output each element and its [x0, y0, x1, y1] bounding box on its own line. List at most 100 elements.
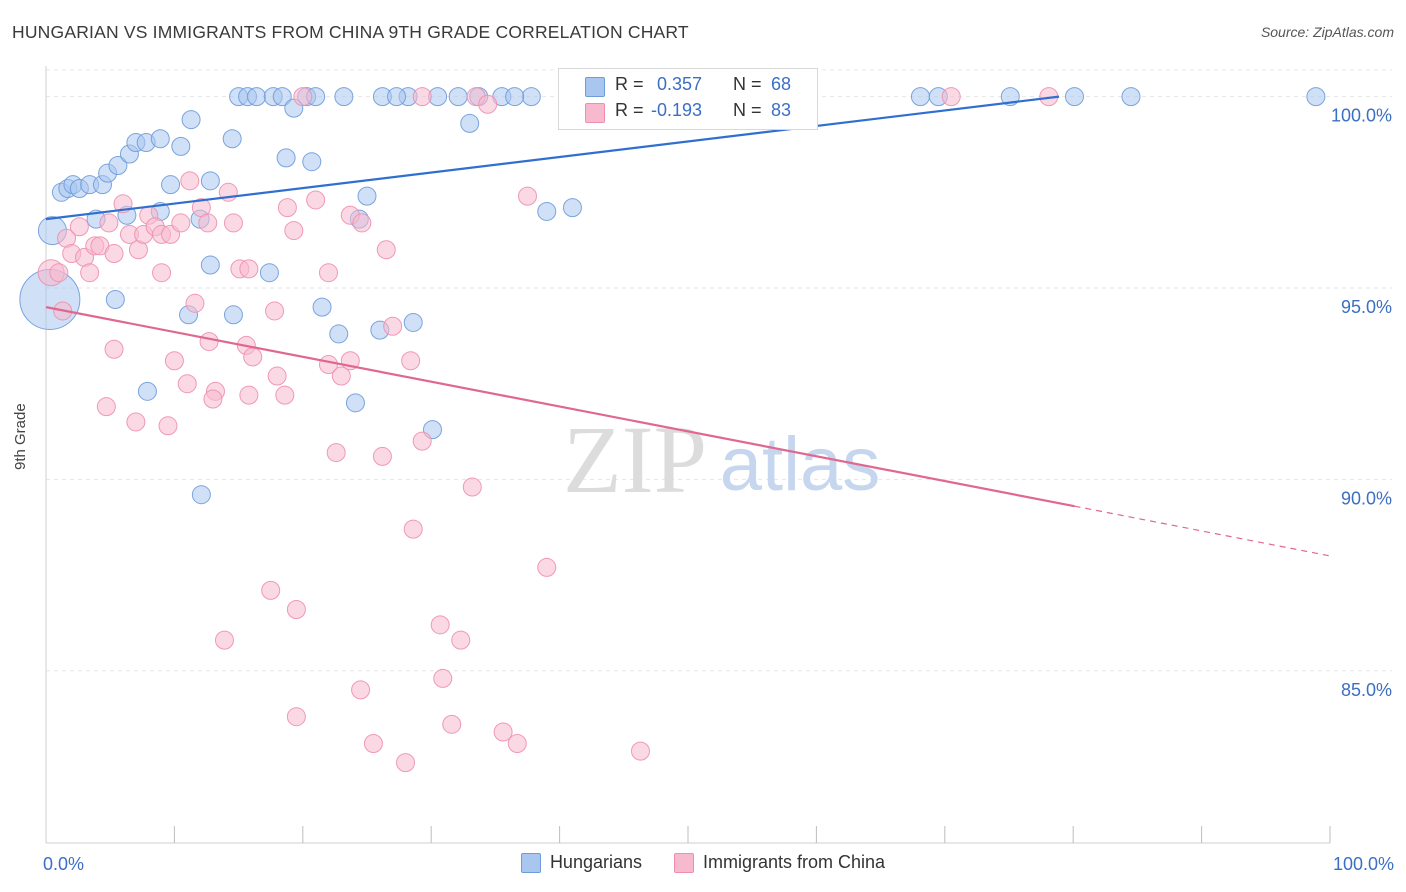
china-point — [239, 385, 259, 405]
china-point — [99, 213, 119, 233]
r-value: 0.357 — [657, 74, 703, 94]
china-point — [430, 615, 450, 635]
china-point — [152, 263, 172, 283]
china-point — [442, 714, 462, 734]
hungarians-point — [460, 113, 480, 133]
china-point — [630, 741, 650, 761]
trend-lines — [45, 95, 1331, 557]
china-swatch — [585, 103, 605, 123]
watermark: ZIP atlas — [563, 406, 880, 513]
hungarians-point — [200, 171, 220, 191]
hungarians-point — [247, 87, 267, 107]
china-point — [433, 668, 453, 688]
hungarians-swatch — [585, 77, 605, 97]
china-point — [451, 630, 471, 650]
china-point — [352, 213, 372, 233]
china-point — [199, 332, 219, 352]
legend-item-china[interactable]: Immigrants from China — [674, 852, 885, 873]
hungarians-point — [191, 485, 211, 505]
y-tick-label: 90.0% — [1341, 488, 1392, 508]
x-tick-label: 100.0% — [1333, 854, 1394, 874]
china-point — [275, 385, 295, 405]
legend-label-hungarians: Hungarians — [549, 852, 642, 872]
china-point — [537, 557, 557, 577]
china-point — [331, 366, 351, 386]
china-point — [306, 190, 326, 210]
china-point — [363, 733, 383, 753]
china-point — [104, 339, 124, 359]
n-label: N = — [733, 100, 762, 120]
china-point — [286, 707, 306, 727]
hungarians-point — [521, 87, 541, 107]
y-tick-label: 95.0% — [1341, 297, 1392, 317]
hungarians-point — [161, 175, 181, 195]
hungarians-point — [171, 136, 191, 156]
hungarians-point — [537, 201, 557, 221]
china-point — [462, 477, 482, 497]
legend-item-hungarians[interactable]: Hungarians — [520, 852, 642, 873]
hungarians-point — [150, 129, 170, 149]
y-tick-label: 85.0% — [1341, 680, 1392, 700]
china-point — [403, 519, 423, 539]
n-label: N = — [733, 74, 762, 94]
stats-legend: R = 0.357 N = 68 R = -0.193 N = 83 — [558, 68, 818, 130]
axes — [45, 66, 1331, 844]
china-point — [478, 94, 498, 114]
china-point — [96, 397, 116, 417]
x-tick-label: 0.0% — [43, 854, 84, 874]
hungarians-point — [276, 148, 296, 168]
china-point — [326, 443, 346, 463]
china-point — [177, 374, 197, 394]
china-point — [286, 600, 306, 620]
hungarians-point — [403, 312, 423, 332]
china-point — [351, 680, 371, 700]
china-point — [180, 171, 200, 191]
china-point — [293, 87, 313, 107]
hungarians-point — [200, 255, 220, 275]
china-point — [158, 416, 178, 436]
china-point — [80, 263, 100, 283]
series-legend: Hungarians Immigrants from China — [0, 852, 1406, 873]
hungarians-swatch — [520, 852, 541, 873]
china-point — [383, 316, 403, 336]
china-point — [412, 431, 432, 451]
hungarians-point — [910, 87, 930, 107]
china-point — [401, 351, 421, 371]
legend-label-china: Immigrants from China — [703, 852, 886, 872]
r-label: R = — [615, 100, 644, 120]
hungarians-point — [108, 156, 128, 176]
china-point — [214, 630, 234, 650]
hungarians-point — [387, 87, 407, 107]
y-tick-label: 100.0% — [1331, 106, 1392, 126]
china-point — [164, 351, 184, 371]
china-point — [185, 293, 205, 313]
china-point — [284, 221, 304, 241]
hungarians-point — [562, 198, 582, 218]
r-label: R = — [615, 74, 644, 94]
china-point — [265, 301, 285, 321]
n-value: 83 — [771, 100, 792, 120]
hungarians-point — [181, 110, 201, 130]
r-value: -0.193 — [651, 100, 703, 120]
source-label: Source: ZipAtlas.com — [1260, 24, 1394, 40]
hungarians-point — [137, 381, 157, 401]
hungarians-point — [312, 297, 332, 317]
hungarians-point — [357, 186, 377, 206]
china-point — [203, 389, 223, 409]
hungarians-point — [105, 289, 125, 309]
hungarians-point — [1064, 87, 1084, 107]
china-point — [518, 186, 537, 206]
data-points — [19, 87, 1326, 773]
hungarians-trend-line — [45, 95, 1060, 221]
china-point — [126, 412, 146, 432]
chart-title: HUNGARIAN VS IMMIGRANTS FROM CHINA 9TH G… — [12, 22, 689, 42]
hungarians-point — [302, 152, 322, 172]
china-trend-extension — [1074, 505, 1331, 557]
hungarians-point — [329, 324, 349, 344]
china-point — [104, 244, 124, 264]
hungarians-point — [334, 87, 354, 107]
hungarians-point — [272, 87, 292, 107]
china-point — [49, 263, 69, 283]
china-point — [318, 263, 338, 283]
